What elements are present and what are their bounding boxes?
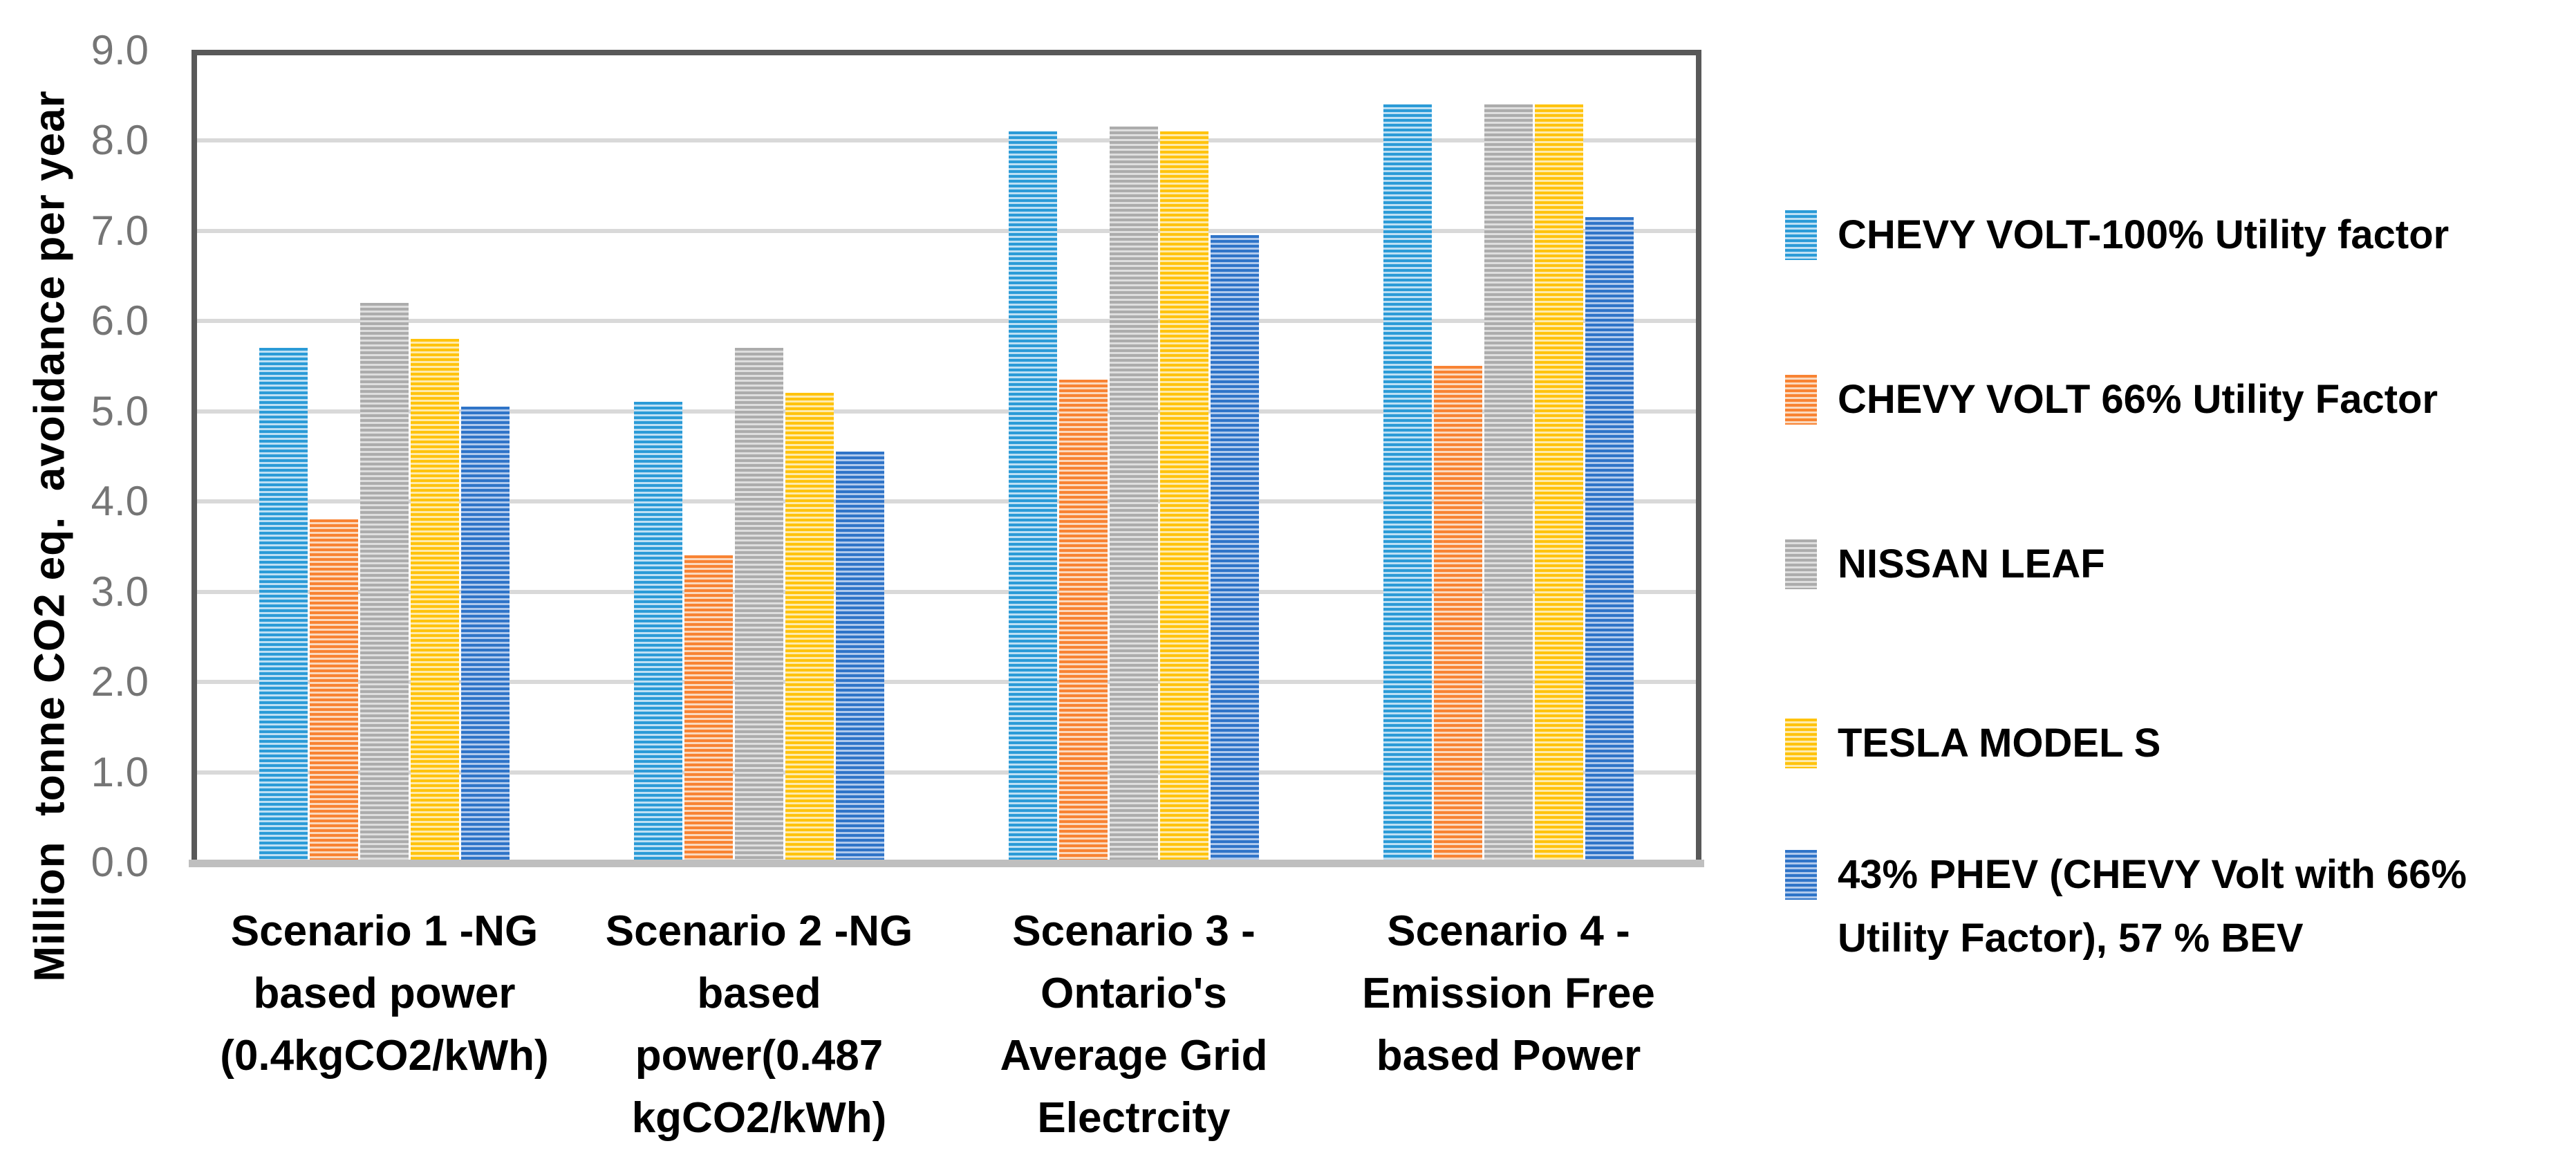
x-category-label-line: based Power (1376, 1032, 1641, 1080)
y-tick-label: 4.0 (91, 478, 149, 524)
x-category-label-line: Scenario 2 -NG (605, 907, 913, 955)
legend-label: 43% PHEV (CHEVY Volt with 66% Utility Fa… (1838, 852, 2467, 961)
y-tick-label: 2.0 (91, 658, 149, 705)
x-category-label-line: Scenario 3 - (1012, 907, 1256, 955)
y-tick-label: 8.0 (91, 117, 149, 163)
bar (1009, 131, 1057, 860)
gridline (197, 319, 1696, 323)
gridline (197, 499, 1696, 503)
bar (1059, 380, 1108, 860)
bar (1434, 366, 1482, 860)
bar (1383, 104, 1432, 860)
gridline (197, 229, 1696, 233)
gridline (197, 138, 1696, 142)
x-category-label-line: based power (253, 970, 516, 1017)
plot-area (192, 50, 1701, 867)
x-category-label-line: kgCO2/kWh) (631, 1094, 887, 1142)
x-category-label: Scenario 2 -NG based power(0.487 kgCO2/kWh) (552, 900, 967, 1149)
bar (1535, 104, 1583, 860)
legend-label: TESLA MODEL S (1838, 721, 2161, 766)
legend-swatch-icon (1785, 719, 1817, 768)
x-axis-line (189, 860, 1704, 867)
bar (1110, 127, 1158, 860)
x-category-label: Scenario 4 - Emission Free based Power (1301, 900, 1716, 1087)
bar (836, 452, 884, 860)
x-category-label-line: Average Grid (1000, 1032, 1268, 1080)
bar (1484, 104, 1533, 860)
legend-swatch-icon (1785, 210, 1817, 260)
gridline (197, 590, 1696, 594)
gridline (197, 409, 1696, 414)
bar (1585, 217, 1634, 860)
bar (684, 555, 733, 860)
y-tick-label: 9.0 (91, 27, 149, 73)
legend-swatch-icon (1785, 375, 1817, 425)
bar (310, 519, 358, 860)
x-category-label: Scenario 1 -NG based power (0.4kgCO2/kWh) (177, 900, 592, 1087)
gridline (197, 770, 1696, 775)
y-tick-label: 6.0 (91, 297, 149, 344)
x-category-label-line: Ontario's (1040, 970, 1227, 1017)
x-category-label-line: power(0.487 (635, 1032, 884, 1080)
x-category-label-line: based (697, 970, 821, 1017)
x-category-label-line: Scenario 4 - (1387, 907, 1630, 955)
y-tick-label: 1.0 (91, 749, 149, 795)
legend-swatch-icon (1785, 539, 1817, 589)
y-tick-label: 5.0 (91, 388, 149, 434)
gridline (197, 680, 1696, 684)
bar (1160, 131, 1208, 860)
y-tick-label: 0.0 (91, 839, 149, 885)
bar (785, 393, 834, 860)
x-category-label: Scenario 3 - Ontario's Average Grid Electrc… (926, 900, 1341, 1149)
bar (461, 407, 510, 860)
x-category-label-line: Scenario 1 -NG (230, 907, 539, 955)
bar (360, 303, 409, 860)
bar (735, 348, 783, 860)
legend-label: CHEVY VOLT-100% Utility factor (1838, 212, 2449, 257)
x-category-label-line: (0.4kgCO2/kWh) (220, 1032, 549, 1080)
legend-label: NISSAN LEAF (1838, 542, 2105, 586)
x-category-label-line: Electrcity (1037, 1094, 1231, 1142)
x-category-label-line: Emission Free (1362, 970, 1655, 1017)
legend-label: CHEVY VOLT 66% Utility Factor (1838, 377, 2438, 422)
y-tick-label: 7.0 (91, 207, 149, 254)
legend-swatch-icon (1785, 850, 1817, 900)
bar (259, 348, 308, 860)
bar (634, 402, 682, 860)
y-tick-label: 3.0 (91, 568, 149, 615)
bar (1211, 235, 1259, 860)
bar (411, 339, 459, 860)
